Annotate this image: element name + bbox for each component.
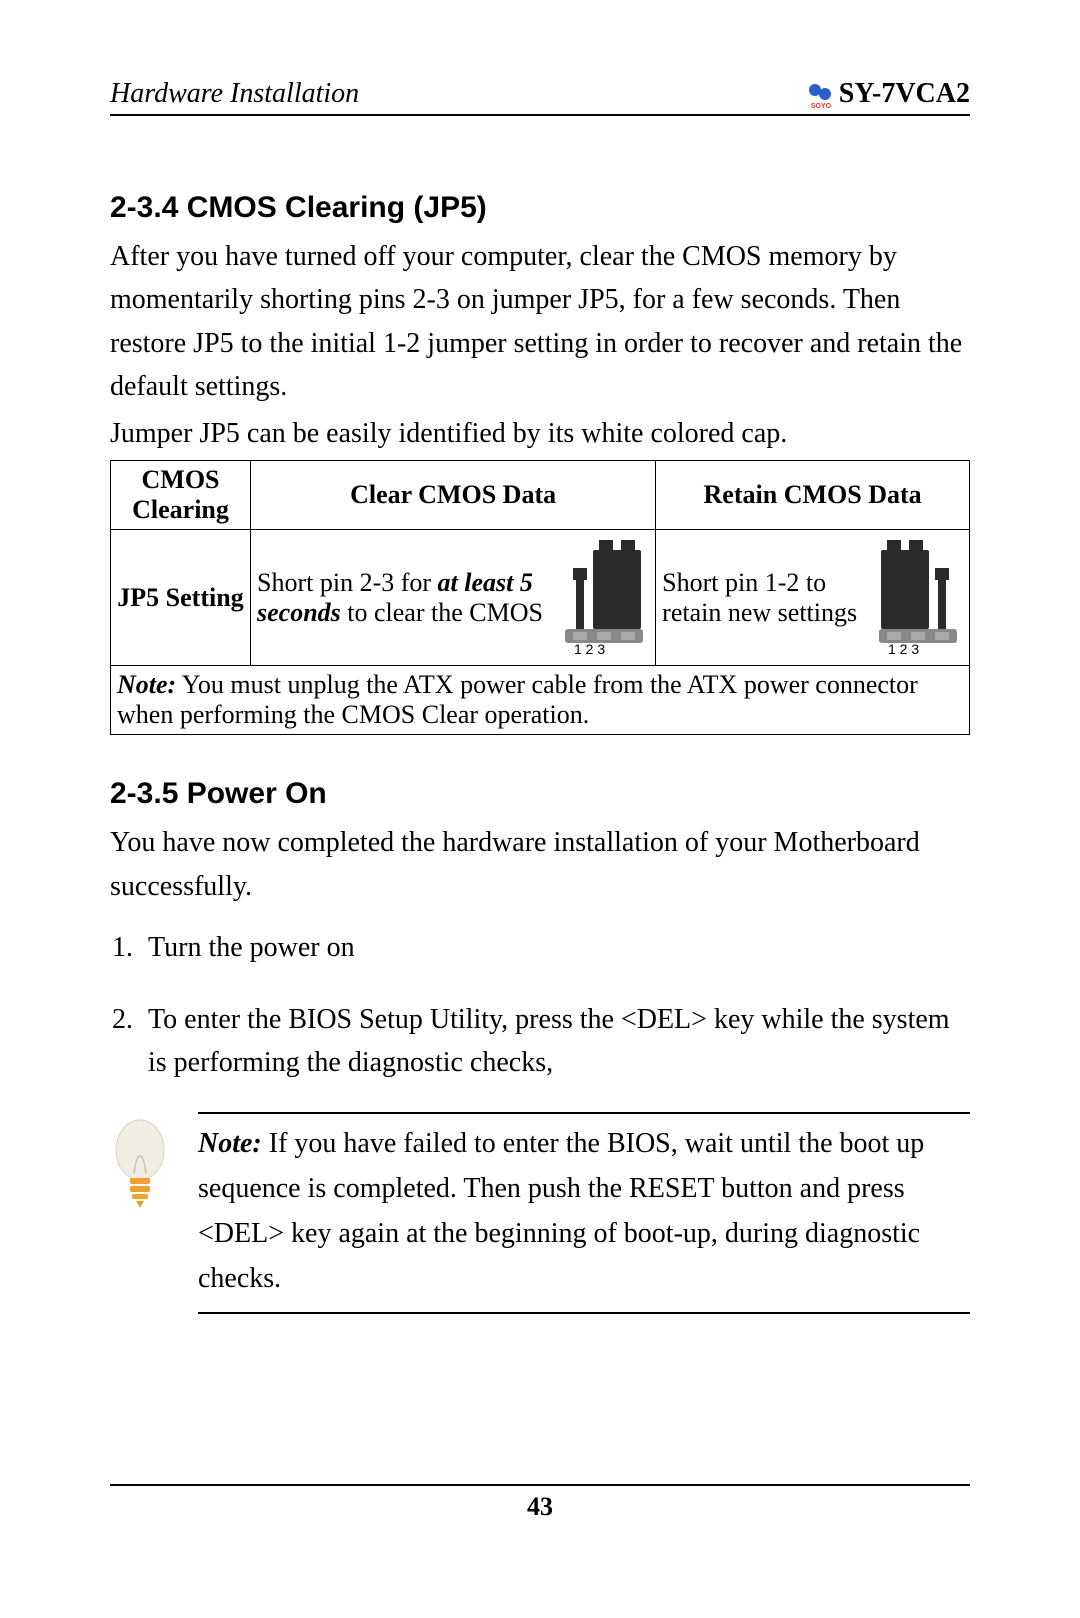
cmos-table: CMOS Clearing Clear CMOS Data Retain CMO…: [110, 460, 970, 735]
th-cmos-clearing: CMOS Clearing: [111, 461, 251, 530]
model-number: SY-7VCA2: [839, 78, 970, 110]
lightbulb-icon: [110, 1116, 170, 1221]
step-2: To enter the BIOS Setup Utility, press t…: [140, 998, 970, 1085]
section-heading-power: 2-3.5 Power On: [110, 777, 970, 811]
th-clear-data: Clear CMOS Data: [251, 461, 656, 530]
td-clear: Short pin 2-3 for at least 5 seconds to …: [251, 530, 656, 666]
jumper-retain-icon: 1 2 3: [873, 534, 963, 661]
clear-text: Short pin 2-3 for at least 5 seconds to …: [257, 568, 553, 628]
note-text: Note: If you have failed to enter the BI…: [198, 1112, 970, 1313]
retain-text: Short pin 1-2 to retain new settings: [662, 568, 867, 628]
power-paragraph: You have now completed the hardware inst…: [110, 821, 970, 908]
th-retain-data: Retain CMOS Data: [656, 461, 970, 530]
section-heading-cmos: 2-3.4 CMOS Clearing (JP5): [110, 191, 970, 225]
steps-list: Turn the power on To enter the BIOS Setu…: [140, 926, 970, 1084]
footer-rule: [110, 1484, 970, 1486]
cmos-paragraph-2: Jumper JP5 can be easily identified by i…: [110, 415, 970, 453]
td-retain: Short pin 1-2 to retain new settings: [656, 530, 970, 666]
jumper-clear-icon: 1 2 3: [559, 534, 649, 661]
step-1: Turn the power on: [140, 926, 970, 969]
svg-text:SOYO: SOYO: [811, 103, 832, 110]
note-box: Note: If you have failed to enter the BI…: [110, 1112, 970, 1313]
cmos-paragraph-1: After you have turned off your computer,…: [110, 235, 970, 409]
header-right: SOYO SY-7VCA2: [805, 78, 970, 110]
td-table-note: Note: You must unplug the ATX power cabl…: [111, 666, 970, 735]
page-header: Hardware Installation SOYO SY-7VCA2: [110, 78, 970, 116]
header-left: Hardware Installation: [110, 78, 359, 110]
td-row-label: JP5 Setting: [111, 530, 251, 666]
soyo-logo-icon: SOYO: [805, 78, 837, 110]
page-number: 43: [0, 1492, 1080, 1522]
svg-text:1 2 3: 1 2 3: [574, 641, 605, 654]
svg-text:1 2 3: 1 2 3: [888, 641, 919, 654]
